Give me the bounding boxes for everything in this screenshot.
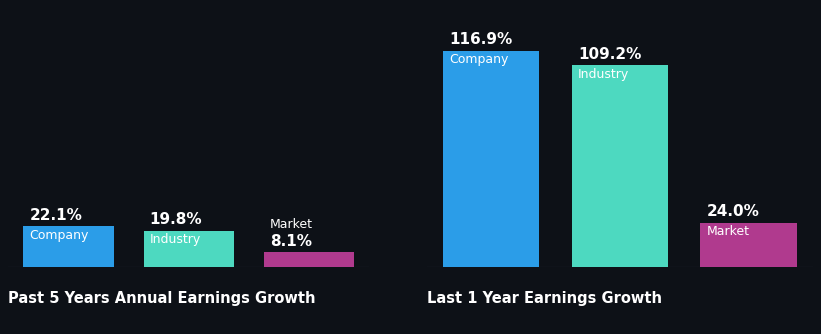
Bar: [700, 223, 796, 267]
Text: Company: Company: [30, 229, 89, 242]
Bar: [264, 252, 355, 267]
Text: 109.2%: 109.2%: [578, 46, 641, 61]
Text: 8.1%: 8.1%: [270, 233, 312, 248]
Text: Past 5 Years Annual Earnings Growth: Past 5 Years Annual Earnings Growth: [8, 291, 316, 306]
Text: Industry: Industry: [149, 233, 201, 246]
Bar: [144, 230, 234, 267]
Text: 19.8%: 19.8%: [149, 212, 202, 227]
Bar: [571, 65, 668, 267]
Text: 22.1%: 22.1%: [30, 208, 82, 223]
Bar: [23, 226, 113, 267]
Text: 24.0%: 24.0%: [707, 204, 759, 219]
Text: Last 1 Year Earnings Growth: Last 1 Year Earnings Growth: [427, 291, 662, 306]
Text: Industry: Industry: [578, 67, 630, 80]
Text: Market: Market: [270, 217, 313, 230]
Bar: [443, 51, 539, 267]
Text: Market: Market: [707, 225, 750, 238]
Text: Company: Company: [449, 53, 509, 66]
Text: 116.9%: 116.9%: [449, 32, 512, 47]
